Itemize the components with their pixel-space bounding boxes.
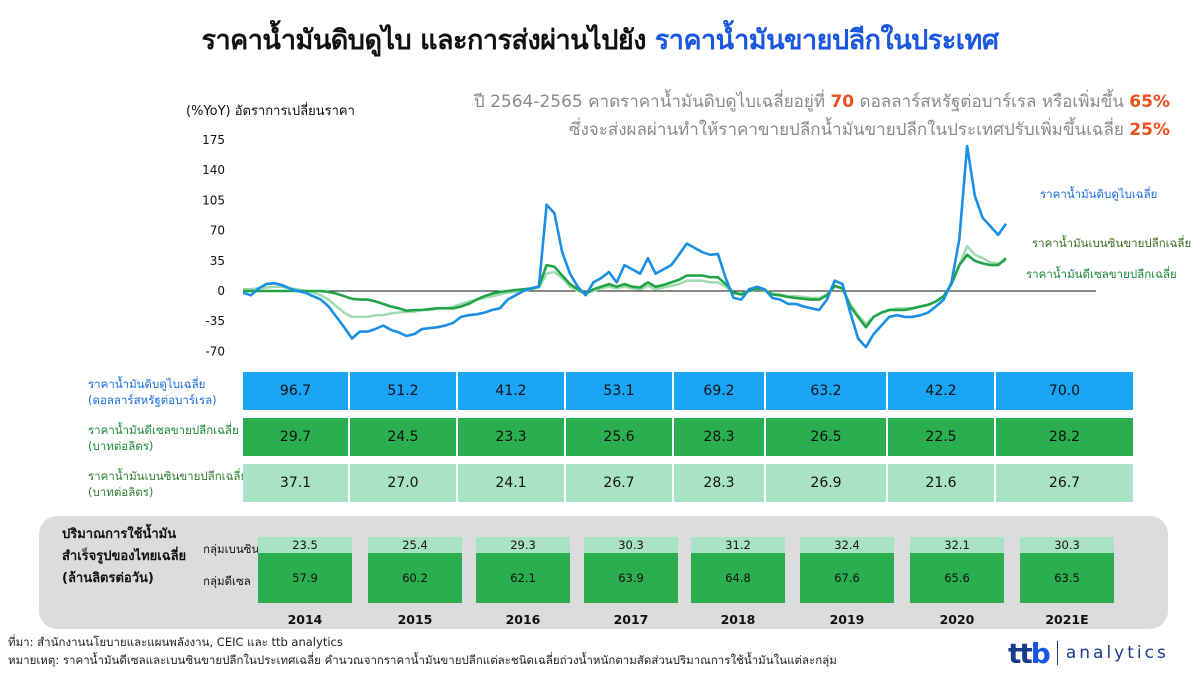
table-cell: 28.3 — [674, 464, 764, 502]
title-part1: ราคาน้ำมันดิบดูไบ และการส่งผ่านไปยัง — [201, 25, 647, 56]
table-cell: 42.2 — [888, 372, 994, 410]
table-cell: 28.3 — [674, 418, 764, 456]
gasohol-bar: 31.2 — [691, 537, 785, 553]
y-tick-label: -35 — [205, 314, 225, 328]
diesel-bar: 67.6 — [800, 553, 894, 603]
y-tick-label: 70 — [210, 224, 225, 238]
table-cell: 24.5 — [350, 418, 456, 456]
y-axis-label: (%YoY) อัตราการเปลี่ยนราคา — [186, 104, 355, 119]
year-label: 2015 — [397, 612, 433, 627]
table-row: 37.1 27.0 24.1 26.7 28.3 26.9 21.6 26.7 — [243, 464, 1135, 502]
analytics-wordmark: analytics — [1065, 643, 1169, 663]
note-line2: ซึ่งจะส่งผลผ่านทำให้ราคาขายปลีกน้ำมันขาย… — [568, 120, 1170, 140]
table-row-label: ราคาน้ำมันเบนซินขายปลีกเฉลี่ย (บาทต่อลิตร… — [88, 469, 248, 499]
gasohol-bar: 32.4 — [800, 537, 894, 553]
series-label: ราคาน้ำมันดิบดูไบเฉลี่ย — [1040, 186, 1157, 201]
ttb-logo-mark: ttb — [1008, 636, 1051, 670]
diesel-group-label: กลุ่มดีเซล — [203, 574, 251, 588]
table-cell: 27.0 — [350, 464, 456, 502]
y-tick-label: -70 — [205, 344, 225, 358]
table-cell: 96.7 — [243, 372, 348, 410]
year-label: 2017 — [613, 612, 649, 627]
diesel-bar: 60.2 — [368, 553, 462, 603]
source-note: ที่มา: สำนักงานนโยบายและแผนพลังงาน, CEIC… — [8, 635, 343, 649]
note-line1: ปี 2564-2565 คาดราคาน้ำมันดิบดูไบเฉลี่ยอ… — [473, 92, 1170, 112]
y-tick-label: 140 — [202, 163, 225, 177]
table-row: 96.7 51.2 41.2 53.1 69.2 63.2 42.2 70.0 — [243, 372, 1135, 410]
table-cell: 28.2 — [996, 418, 1133, 456]
y-tick-label: 0 — [217, 284, 225, 298]
year-label: 2021E — [1045, 612, 1089, 627]
table-cell: 26.7 — [996, 464, 1133, 502]
year-label: 2020 — [939, 612, 975, 627]
diesel-bar: 65.6 — [910, 553, 1004, 603]
table-cell: 51.2 — [350, 372, 456, 410]
gasohol-bar: 32.1 — [910, 537, 1004, 553]
diesel-bar: 64.8 — [691, 553, 785, 603]
table-row-label: ราคาน้ำมันดิบดูไบเฉลี่ย (ดอลลาร์สหรัฐต่อบ… — [88, 377, 217, 407]
table-cell: 69.2 — [674, 372, 764, 410]
diesel-bar: 57.9 — [258, 553, 352, 603]
table-cell: 24.1 — [458, 464, 564, 502]
diesel-bar: 62.1 — [476, 553, 570, 603]
y-tick-label: 175 — [202, 133, 225, 147]
table-cell: 29.7 — [243, 418, 348, 456]
ttb-analytics-logo: ttb analytics — [1008, 636, 1169, 670]
gasohol-group-label: กลุ่มเบนซิน — [203, 542, 260, 556]
line-chart: 175 140 105 70 35 0 -35 -70 ราคาน้ำมันดิบดูไบเฉล… — [202, 133, 1191, 358]
gasohol-bar: 25.4 — [368, 537, 462, 553]
gasohol-bar: 30.3 — [584, 537, 678, 553]
diesel-bar: 63.9 — [584, 553, 678, 603]
table-cell: 21.6 — [888, 464, 994, 502]
y-tick-label: 105 — [202, 193, 225, 207]
highlight-price: 70 — [830, 92, 855, 112]
year-label: 2016 — [505, 612, 541, 627]
gasohol-bar: 23.5 — [258, 537, 352, 553]
series-label: ราคาน้ำมันเบนซินขายปลีกเฉลี่ย — [1032, 235, 1191, 250]
remark-note: หมายเหตุ: ราคาน้ำมันดีเซลและเบนซินขายปลี… — [8, 653, 837, 667]
consumption-title: ปริมาณการใช้น้ำมัน สำเร็จรูปของไทยเฉลี่ย… — [62, 527, 187, 586]
gasohol-bar: 29.3 — [476, 537, 570, 553]
table-cell: 22.5 — [888, 418, 994, 456]
year-label: 2018 — [720, 612, 756, 627]
page-title: ราคาน้ำมันดิบดูไบ และการส่งผ่านไปยัง ราค… — [0, 18, 1200, 61]
title-part2: ราคาน้ำมันขายปลีกในประเทศ — [654, 25, 999, 56]
table-cell: 26.9 — [766, 464, 886, 502]
series-line-diesel — [243, 253, 1007, 329]
gasohol-bar: 30.3 — [1020, 537, 1114, 553]
year-label: 2014 — [287, 612, 323, 627]
table-cell: 25.6 — [566, 418, 672, 456]
table-row-label: ราคาน้ำมันดีเซลขายปลีกเฉลี่ย (บาทต่อลิตร) — [88, 423, 239, 453]
diesel-bar: 63.5 — [1020, 553, 1114, 603]
table-cell: 41.2 — [458, 372, 564, 410]
table-cell: 70.0 — [996, 372, 1133, 410]
table-cell: 37.1 — [243, 464, 348, 502]
table-cell: 53.1 — [566, 372, 672, 410]
series-line-dubai — [242, 144, 1008, 349]
highlight-retail-increase: 25% — [1129, 120, 1170, 140]
table-cell: 63.2 — [766, 372, 886, 410]
y-tick-label: 35 — [210, 254, 225, 268]
year-label: 2019 — [829, 612, 865, 627]
table-cell: 26.7 — [566, 464, 672, 502]
table-cell: 26.5 — [766, 418, 886, 456]
table-cell: 23.3 — [458, 418, 564, 456]
series-label: ราคาน้ำมันดีเซลขายปลีกเฉลี่ย — [1026, 266, 1177, 281]
table-row: 29.7 24.5 23.3 25.6 28.3 26.5 22.5 28.2 — [243, 418, 1135, 456]
highlight-increase: 65% — [1129, 92, 1170, 112]
